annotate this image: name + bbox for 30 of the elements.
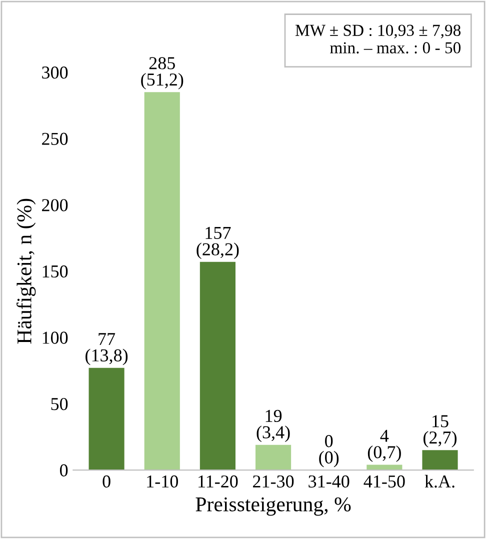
y-tick-label: 150 <box>42 265 68 278</box>
data-label: 157 (28,2) <box>196 226 239 260</box>
bar <box>144 92 180 470</box>
x-tick-label: 1-10 <box>147 475 178 488</box>
x-tick-label: 41-50 <box>364 475 405 488</box>
y-tick-label: 250 <box>42 132 68 145</box>
bar <box>422 450 458 470</box>
x-tick-label: 0 <box>102 475 110 488</box>
y-tick-label: 0 <box>60 464 68 476</box>
data-label: 15 (2,7) <box>424 415 457 448</box>
text: MW ± SD : 10,93 ± 7,98 min. – max. : 0 - 50 <box>295 24 461 54</box>
x-tick-label: 21-30 <box>253 475 294 488</box>
y-tick-label: 300 <box>42 66 68 79</box>
bar <box>200 262 236 470</box>
data-label: 4 (0,7) <box>368 430 401 462</box>
data-label: 77 (13,8) <box>86 333 128 366</box>
y-tick-label: 50 <box>51 398 68 410</box>
data-label: 19 (3,4) <box>256 410 290 442</box>
x-tick-label: k.A. <box>424 474 454 488</box>
bar <box>88 368 124 470</box>
x-tick-label: 11-20 <box>198 475 238 488</box>
x-tick-label: 31-40 <box>308 475 350 488</box>
y-axis-title: Häufigkeit, n (%) <box>16 198 36 344</box>
x-axis-title: Preissteigerung, % <box>196 497 351 516</box>
y-tick-label: 100 <box>42 332 68 344</box>
bar <box>366 464 402 470</box>
data-label: 0 (0) <box>319 435 339 468</box>
data-label: 285 (51,2) <box>141 57 184 90</box>
y-tick-label: 200 <box>42 199 68 212</box>
bar <box>255 444 292 470</box>
